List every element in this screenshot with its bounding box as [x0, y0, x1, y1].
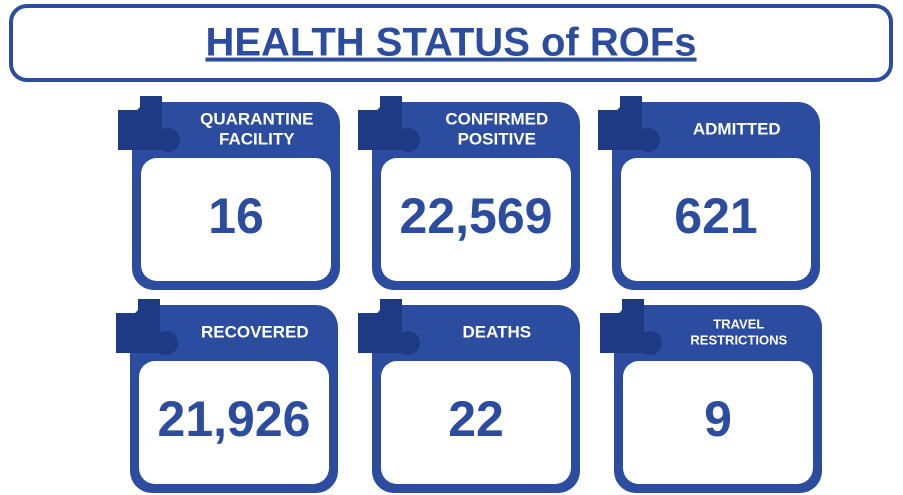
- card-label: RESTRICTIONS: [690, 332, 787, 347]
- title-box: [9, 4, 893, 82]
- card-value: 21,926: [158, 391, 311, 447]
- icon-shape: [638, 331, 662, 355]
- card-label: ADMITTED: [693, 119, 781, 138]
- icon: [118, 96, 180, 152]
- card-label: CONFIRMED: [445, 109, 548, 128]
- card-value: 16: [208, 188, 264, 244]
- icon-shape: [380, 96, 402, 150]
- icon: [358, 299, 420, 355]
- icon-shape: [156, 128, 180, 152]
- icon-shape: [396, 331, 420, 355]
- title: HEALTH STATUS of ROFs: [205, 21, 696, 65]
- card-body: [621, 158, 811, 281]
- icon-shape: [140, 96, 162, 150]
- card-body: [381, 361, 571, 484]
- card-body: [139, 361, 329, 484]
- card-body: [623, 361, 813, 484]
- card-value: 621: [674, 188, 757, 244]
- card-label: POSITIVE: [458, 129, 536, 148]
- card-value: 22,569: [400, 188, 553, 244]
- card-value: 22: [448, 391, 504, 447]
- icon-shape: [620, 96, 642, 150]
- icon-shape: [154, 331, 178, 355]
- icon: [598, 96, 660, 152]
- icon-shape: [380, 299, 402, 353]
- icon-shape: [636, 128, 660, 152]
- card-label: RECOVERED: [201, 322, 309, 341]
- icon-shape: [138, 299, 160, 353]
- card-body: [141, 158, 331, 281]
- card-label: QUARANTINE: [200, 109, 313, 128]
- card-label: FACILITY: [219, 129, 295, 148]
- icon: [116, 299, 178, 355]
- icon-shape: [396, 128, 420, 152]
- card-label: DEATHS: [462, 322, 531, 341]
- card-label: TRAVEL: [713, 316, 764, 331]
- card-value: 9: [704, 391, 732, 447]
- icon: [358, 96, 420, 152]
- icon-shape: [622, 299, 644, 353]
- card-body: [381, 158, 571, 281]
- icon: [600, 299, 662, 355]
